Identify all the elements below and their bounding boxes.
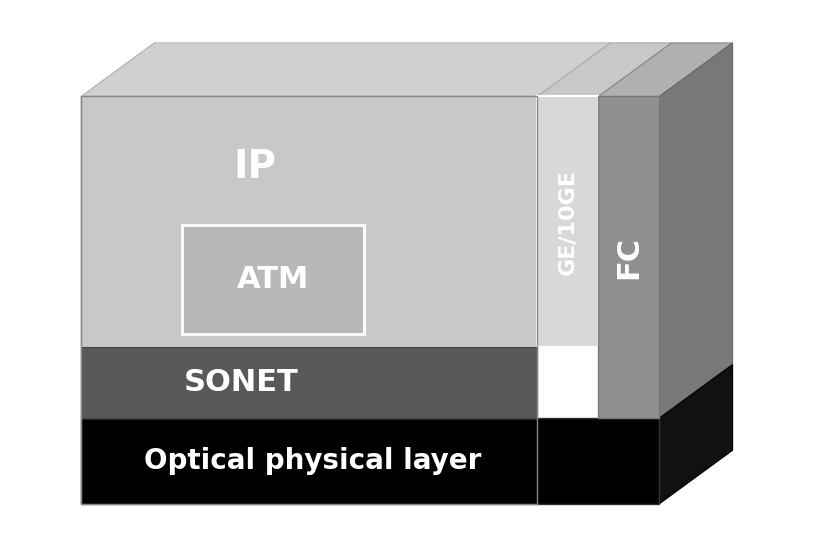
Bar: [182, 225, 364, 334]
Bar: [81, 96, 537, 504]
Polygon shape: [659, 364, 733, 504]
Bar: [81, 96, 537, 418]
Bar: [598, 96, 659, 418]
Text: IP: IP: [233, 148, 276, 185]
Polygon shape: [537, 43, 672, 96]
Polygon shape: [81, 43, 155, 504]
Polygon shape: [659, 43, 733, 418]
Polygon shape: [598, 43, 733, 96]
Bar: [81, 347, 537, 418]
Text: GE/10GE: GE/10GE: [558, 169, 578, 275]
Polygon shape: [81, 43, 610, 96]
Text: SONET: SONET: [184, 368, 298, 397]
Bar: [537, 96, 598, 347]
Text: FC: FC: [615, 236, 643, 279]
Text: ATM: ATM: [237, 265, 309, 294]
Text: Optical physical layer: Optical physical layer: [144, 447, 481, 475]
Bar: [81, 418, 659, 504]
